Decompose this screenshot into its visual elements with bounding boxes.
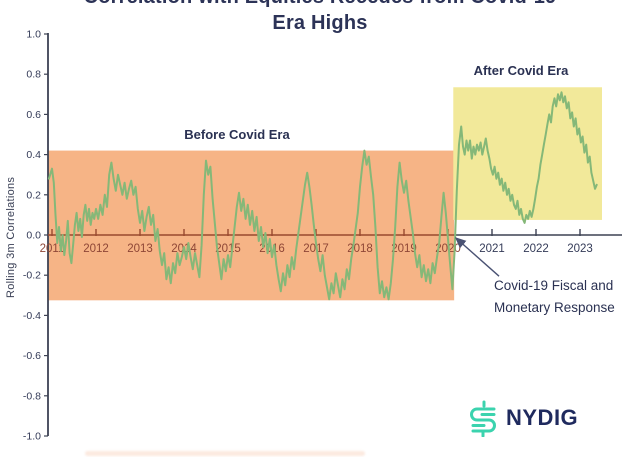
x-axis-tick-label: 2023 [567,243,593,255]
after-covid-era-label: After Covid Era [473,63,569,78]
dollar-maze-icon [470,400,496,437]
y-axis-tick-label: -0.2 [23,270,41,282]
bottom-crop-artifact [85,451,365,456]
covid-response-annotation: Covid-19 Fiscal and Monetary Response [494,275,634,319]
y-axis-tick-label: 0.4 [26,149,41,161]
annotation-line1: Covid-19 Fiscal and [494,278,614,293]
annotation-arrow [454,237,500,277]
x-axis-tick-label: 2018 [347,243,373,255]
y-axis-title: Rolling 3m Correlations [5,176,17,298]
x-axis-tick-label: 2011 [40,243,65,255]
y-axis-tick-label: -0.4 [23,310,41,322]
correlation-line-series [47,91,598,301]
chart-title: Correlation with Equities Recedes from C… [0,0,640,36]
y-axis-tick-label: 0.0 [26,230,41,242]
after-covid-region [453,87,602,220]
chart-title-line1: Correlation with Equities Recedes from C… [0,0,640,10]
y-axis-tick-label: 1.0 [26,29,41,41]
x-axis-tick-label: 2022 [523,243,549,255]
y-axis-tick-label: 0.2 [26,189,41,201]
y-axis-tick-label: -1.0 [23,431,41,443]
chart-title-line2: Era Highs [272,12,368,34]
annotation-line2: Monetary Response [494,300,615,315]
nydig-logo-text: NYDIG [506,405,579,430]
x-axis-tick-label: 2012 [83,243,109,255]
x-axis-tick-label: 2019 [391,243,417,255]
y-axis-tick-label: 0.8 [26,69,41,81]
x-axis-tick-label: 2015 [215,243,241,255]
x-axis-tick-label: 2021 [479,243,505,255]
y-axis-tick-label: -0.6 [23,350,41,362]
y-axis-tick-label: 0.6 [26,109,41,121]
before-covid-region [48,150,455,301]
y-axis-tick-label: -0.8 [23,390,41,402]
before-covid-era-label: Before Covid Era [184,127,290,142]
x-axis-tick-label: 2013 [127,243,153,255]
nydig-logo: NYDIG [466,399,578,437]
